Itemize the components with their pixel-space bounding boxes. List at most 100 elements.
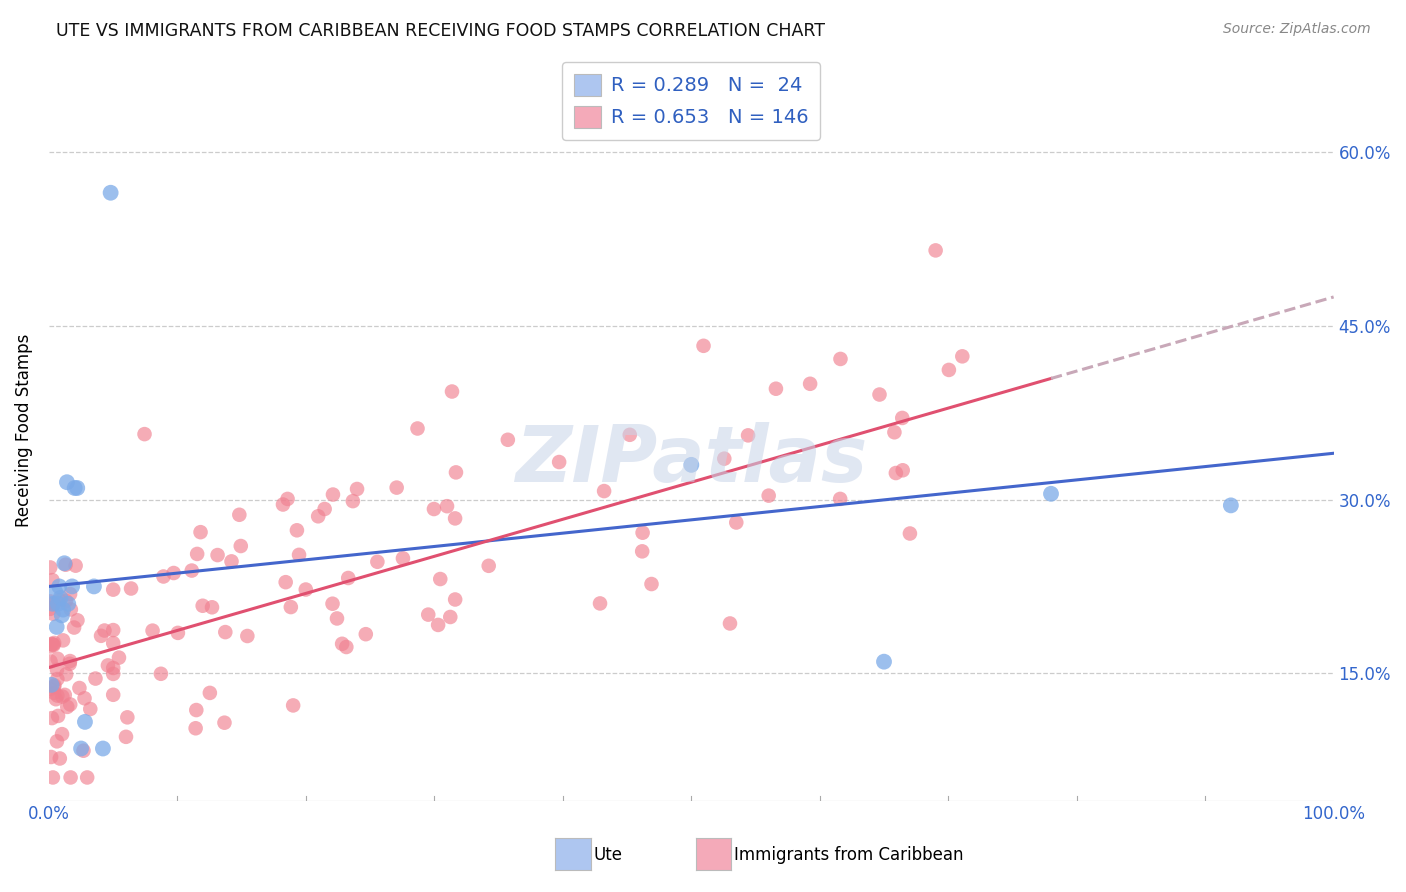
Point	[1219, 499, 1241, 513]
Point	[436, 499, 458, 513]
Point	[72, 744, 94, 758]
Point	[277, 491, 299, 506]
Point	[76, 771, 98, 785]
Point	[322, 597, 344, 611]
Point	[73, 714, 96, 729]
Point	[49, 591, 72, 605]
Point	[924, 244, 946, 258]
Text: Immigrants from Caribbean: Immigrants from Caribbean	[734, 847, 963, 864]
Point	[439, 610, 461, 624]
Point	[869, 387, 891, 401]
Point	[134, 427, 156, 442]
Point	[163, 566, 186, 580]
Point	[41, 711, 63, 725]
Point	[366, 555, 388, 569]
Point	[799, 376, 821, 391]
Point	[280, 600, 302, 615]
Point	[41, 637, 63, 651]
Point	[354, 627, 377, 641]
Point	[186, 703, 208, 717]
Point	[52, 602, 75, 616]
Point	[221, 554, 243, 568]
Point	[53, 688, 76, 702]
Y-axis label: Receiving Food Stamps: Receiving Food Stamps	[15, 334, 32, 527]
Point	[58, 597, 80, 611]
Point	[42, 686, 65, 700]
Point	[45, 692, 67, 706]
Point	[307, 509, 329, 524]
Point	[152, 569, 174, 583]
Point	[39, 681, 62, 696]
Point	[45, 734, 67, 748]
Point	[423, 502, 446, 516]
Point	[46, 663, 69, 677]
Point	[186, 547, 208, 561]
Point	[873, 655, 896, 669]
Point	[229, 539, 252, 553]
Point	[63, 621, 86, 635]
Point	[294, 582, 316, 597]
Point	[55, 667, 77, 681]
Point	[39, 560, 62, 574]
Point	[191, 599, 214, 613]
Point	[330, 637, 353, 651]
Point	[42, 637, 65, 651]
Point	[326, 611, 349, 625]
Point	[39, 594, 62, 608]
Point	[103, 688, 125, 702]
Point	[444, 592, 467, 607]
Point	[640, 577, 662, 591]
Point	[725, 516, 748, 530]
Point	[46, 672, 69, 686]
Point	[285, 524, 308, 538]
Point	[48, 579, 70, 593]
Point	[891, 411, 914, 425]
Point	[103, 582, 125, 597]
Point	[39, 750, 62, 764]
Point	[108, 650, 131, 665]
Point	[758, 489, 780, 503]
Point	[51, 690, 73, 704]
Point	[46, 652, 69, 666]
Point	[91, 741, 114, 756]
Point	[41, 573, 63, 587]
Point	[42, 638, 65, 652]
Point	[103, 636, 125, 650]
Point	[167, 626, 190, 640]
Point	[385, 481, 408, 495]
Point	[718, 616, 741, 631]
Point	[100, 186, 122, 200]
Point	[103, 661, 125, 675]
Point	[830, 491, 852, 506]
Point	[59, 587, 82, 601]
Point	[593, 484, 616, 499]
Point	[39, 602, 62, 616]
Point	[883, 425, 905, 440]
Point	[70, 741, 93, 756]
Point	[46, 597, 69, 611]
Point	[149, 666, 172, 681]
Point	[274, 575, 297, 590]
Point	[283, 698, 305, 713]
Point	[65, 558, 87, 573]
Point	[429, 572, 451, 586]
Point	[42, 597, 65, 611]
Point	[190, 525, 212, 540]
Point	[59, 698, 82, 712]
Point	[184, 721, 207, 735]
Point	[103, 667, 125, 681]
Point	[271, 498, 294, 512]
Point	[548, 455, 571, 469]
Point	[884, 466, 907, 480]
Point	[288, 548, 311, 562]
Text: Ute: Ute	[593, 847, 623, 864]
Point	[60, 579, 83, 593]
Point	[53, 556, 76, 570]
Point	[478, 558, 501, 573]
Point	[589, 596, 612, 610]
Point	[830, 351, 852, 366]
Point	[56, 699, 79, 714]
Point	[314, 502, 336, 516]
Point	[418, 607, 440, 622]
Point	[322, 487, 344, 501]
